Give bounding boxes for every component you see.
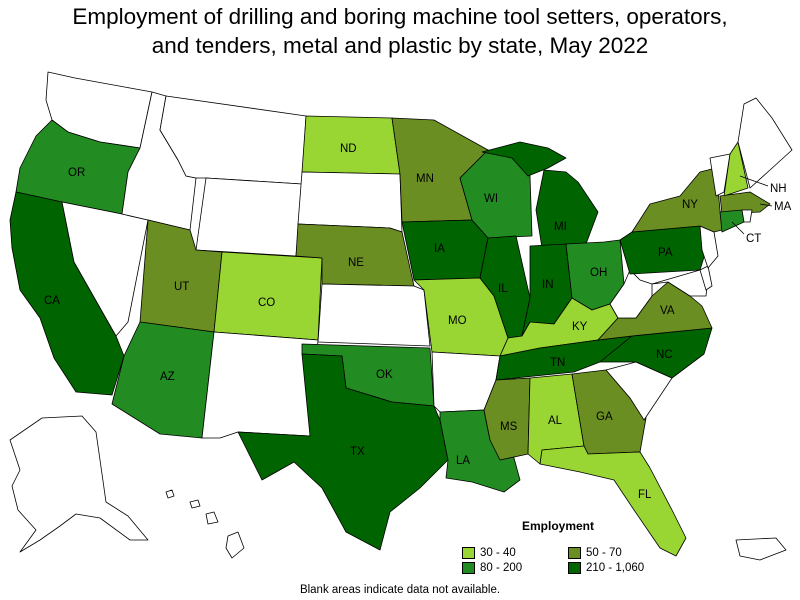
leader-line-ma	[759, 203, 773, 207]
state-mi-up[interactable]	[481, 141, 567, 177]
state-label-co: CO	[258, 297, 275, 309]
state-label-il: IL	[498, 283, 508, 295]
state-co[interactable]	[213, 251, 323, 341]
state-label-ga: GA	[596, 411, 613, 423]
legend-swatch	[568, 562, 581, 574]
legend-label: 210 - 1,060	[586, 562, 645, 574]
state-label-al: AL	[548, 415, 563, 427]
state-label-tn: TN	[550, 357, 565, 369]
leader-line-nh	[739, 175, 769, 187]
state-ks[interactable]	[317, 283, 431, 347]
state-hi[interactable]	[165, 489, 245, 559]
state-label-fl: FL	[638, 489, 652, 501]
state-label-tx: TX	[350, 446, 365, 458]
state-label-ca: CA	[44, 295, 60, 307]
legend-item: 210 - 1,060	[568, 562, 678, 574]
state-label-ma: MA	[774, 201, 792, 213]
state-mi[interactable]	[535, 169, 599, 249]
state-label-nd: ND	[340, 143, 357, 155]
map-title-line-1: Employment of drilling and boring machin…	[72, 4, 728, 29]
legend-swatch	[568, 547, 581, 559]
state-ct[interactable]	[719, 209, 745, 233]
state-label-ok: OK	[376, 369, 393, 381]
state-sc[interactable]	[605, 361, 673, 421]
state-ny[interactable]	[631, 167, 723, 233]
state-label-ia: IA	[434, 243, 445, 255]
legend-title: Employment	[522, 519, 595, 533]
state-label-ut: UT	[174, 281, 189, 293]
state-label-wi: WI	[484, 193, 498, 205]
territory-pr[interactable]	[735, 537, 787, 561]
state-label-oh: OH	[590, 267, 607, 279]
state-de[interactable]	[699, 265, 713, 291]
leader-line-ct	[731, 221, 745, 235]
map-title-line-2: and tenders, metal and plastic by state,…	[151, 33, 649, 58]
state-label-ct: CT	[746, 233, 761, 245]
legend-item: 50 - 70	[568, 547, 678, 559]
state-label-va: VA	[660, 305, 675, 317]
state-vt[interactable]	[709, 153, 731, 197]
state-label-ms: MS	[500, 421, 518, 433]
legend-label: 30 - 40	[480, 547, 516, 559]
state-me[interactable]	[737, 97, 793, 189]
legend-item: 30 - 40	[462, 547, 568, 559]
state-label-mi: MI	[554, 221, 567, 233]
legend: Employment 30 - 40 50 - 70 80 - 200 210 …	[462, 519, 682, 574]
state-ia[interactable]	[401, 219, 489, 281]
map-title: Employment of drilling and boring machin…	[0, 2, 800, 60]
state-sd[interactable]	[297, 171, 403, 233]
state-label-nc: NC	[656, 349, 673, 361]
state-ak[interactable]	[9, 415, 149, 553]
legend-label: 80 - 200	[480, 562, 523, 574]
state-label-mn: MN	[416, 173, 434, 185]
legend-swatch	[462, 562, 475, 574]
legend-item: 80 - 200	[462, 562, 568, 574]
state-label-nh: NH	[770, 183, 787, 195]
state-label-or: OR	[68, 167, 85, 179]
legend-swatch	[462, 547, 475, 559]
state-wy[interactable]	[195, 177, 303, 257]
legend-label: 50 - 70	[586, 547, 622, 559]
state-ma[interactable]	[719, 191, 771, 215]
state-fl[interactable]	[539, 445, 687, 557]
state-label-mo: MO	[448, 315, 467, 327]
state-label-ne: NE	[348, 257, 364, 269]
state-nm[interactable]	[201, 331, 319, 439]
state-label-ny: NY	[682, 199, 698, 211]
state-ri[interactable]	[741, 209, 753, 223]
state-label-pa: PA	[658, 247, 673, 259]
footnote: Blank areas indicate data not available.	[299, 584, 501, 596]
state-label-in: IN	[542, 279, 554, 291]
state-tx[interactable]	[237, 353, 449, 551]
state-label-az: AZ	[160, 371, 175, 383]
state-label-ky: KY	[572, 321, 588, 333]
state-label-la: LA	[456, 455, 470, 467]
state-nh[interactable]	[723, 141, 749, 197]
